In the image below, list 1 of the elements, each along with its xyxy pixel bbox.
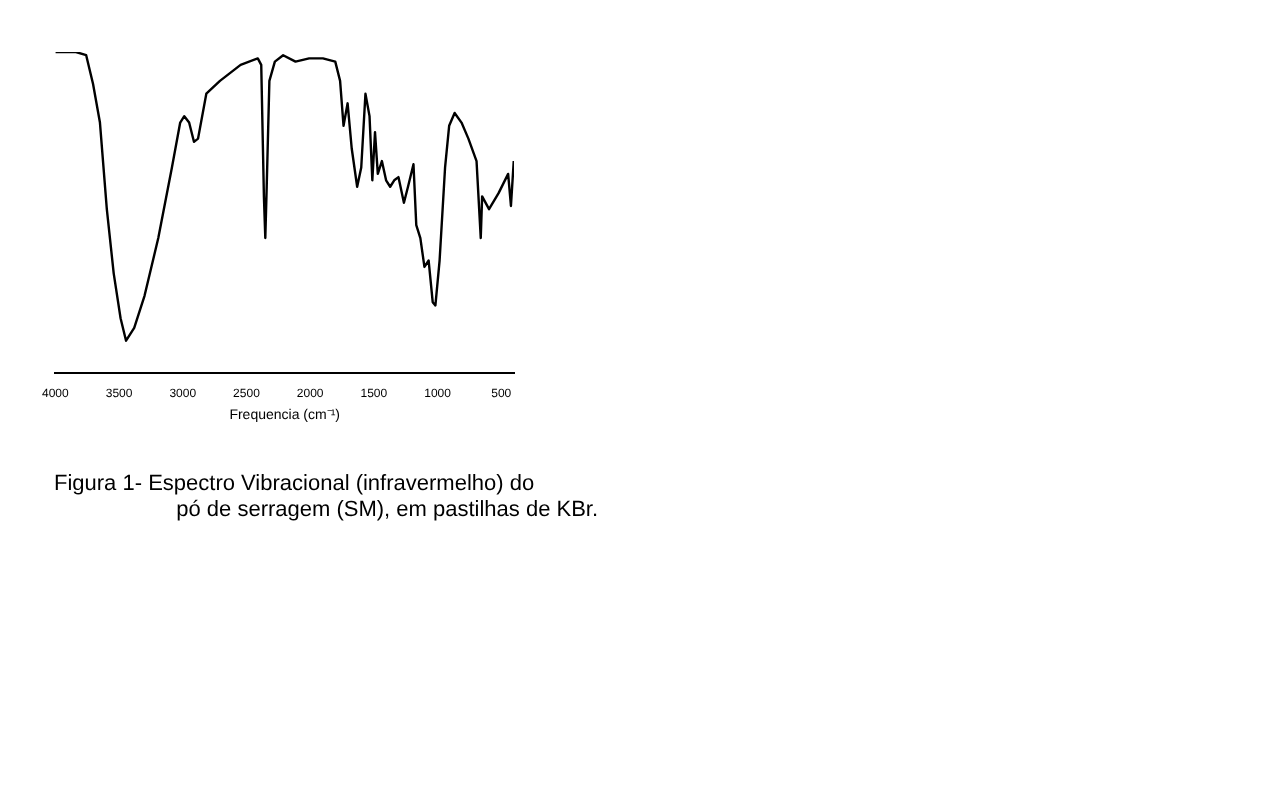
text: Figura 1- Espectro Vibracional (infravermelho) do pó de serragem (SM), em pastilhas de KBr. — [54, 472, 599, 524]
